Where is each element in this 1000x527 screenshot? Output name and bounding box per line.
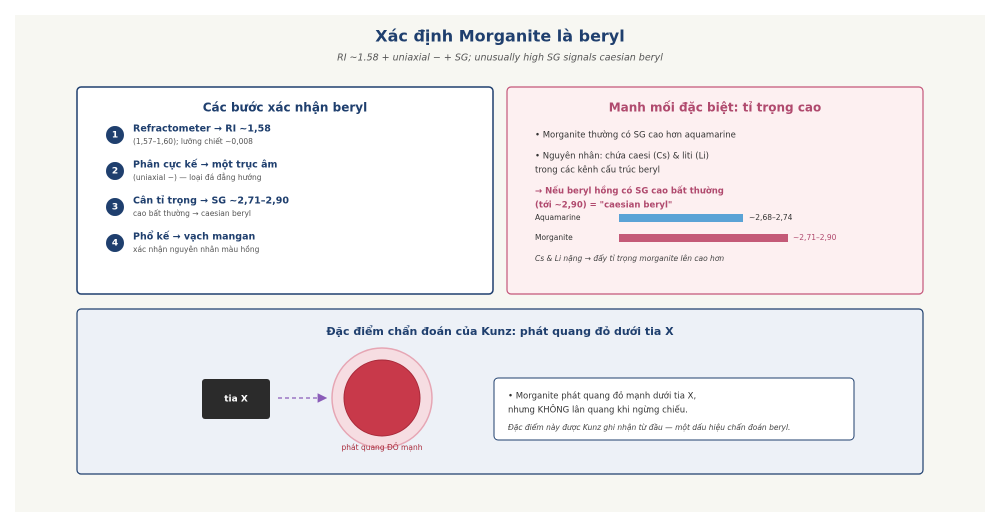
step-badge [106,198,124,216]
kunz-panel: Đặc điểm chẩn đoán của Kunz: phát quang … [76,308,924,475]
step-badge [106,126,124,144]
step-title: Refractometer → RI ~1,58 [133,124,271,135]
source-label: tia X [224,395,248,405]
comparison-name: Morganite [535,233,573,242]
panel-title: Các bước xác nhận beryl [203,101,367,115]
step-number: 3 [112,203,118,213]
highlight: (tới ~2,90) = "caesian beryl" [535,200,672,211]
bullet: • Morganite thường có SG cao hơn aquamar… [535,130,736,141]
step-detail: xác nhận nguyên nhân màu hồng [133,245,260,254]
xray-source [202,379,270,419]
step-number: 1 [112,131,118,141]
description: • Morganite phát quang đỏ mạnh dưới tia … [508,391,696,402]
panel-title: Đặc điểm chẩn đoán của Kunz: phát quang … [326,325,674,338]
bullet: • Nguyên nhân: chứa caesi (Cs) & liti (L… [535,151,709,162]
step-badge [106,162,124,180]
description: nhưng KHÔNG lân quang khi ngừng chiếu. [508,404,688,416]
panel-box [506,86,924,295]
step-detail: (1,57–1,60); lưỡng chiết ~0,008 [133,137,253,146]
panel-box [76,86,494,295]
comparison-name: Aquamarine [535,213,581,222]
comparison-value: ~2,71–2,90 [793,233,837,242]
step-list: 1 Refractometer → RI ~1,58 (1,57–1,60); lư… [106,124,289,254]
clue-panel: Manh mối đặc biệt: tỉ trọng cao • Morgan… [506,86,924,295]
step-title: Cân tỉ trọng → SG ~2,71–2,90 [133,196,289,207]
bullet: trong các kênh cấu trúc beryl [535,165,660,176]
step-title: Phổ kế → vạch mangan [133,231,255,243]
step-detail: cao bất thường → caesian beryl [133,209,251,218]
steps-panel: Các bước xác nhận beryl 1 Refractometer →… [76,86,494,295]
step-title: Phân cực kế → một trục âm [133,160,277,171]
title: Xác định Morganite là beryl [375,27,624,46]
step-badge [106,234,124,252]
effect-label: phát quang ĐỎ mạnh [342,442,423,452]
sg-bar [619,234,788,242]
step-number: 2 [112,167,118,177]
gem [343,359,421,437]
note: Cs & Li nặng → đẩy tỉ trọng morganite lê… [535,254,724,263]
comparison-value: ~2,68–2,74 [749,213,793,222]
step-number: 4 [112,239,118,249]
highlight: → Nếu beryl hồng có SG cao bất thường [535,186,724,197]
panel-title: Manh mối đặc biệt: tỉ trọng cao [609,101,822,115]
sg-bar [619,214,743,222]
text-box [493,377,855,441]
step-detail: (uniaxial −) — loại đá đẳng hướng [133,173,262,182]
subtitle: RI ~1.58 + uniaxial − + SG; unusually hi… [337,53,663,64]
note: Đặc điểm này được Kunz ghi nhận từ đầu —… [508,423,790,432]
